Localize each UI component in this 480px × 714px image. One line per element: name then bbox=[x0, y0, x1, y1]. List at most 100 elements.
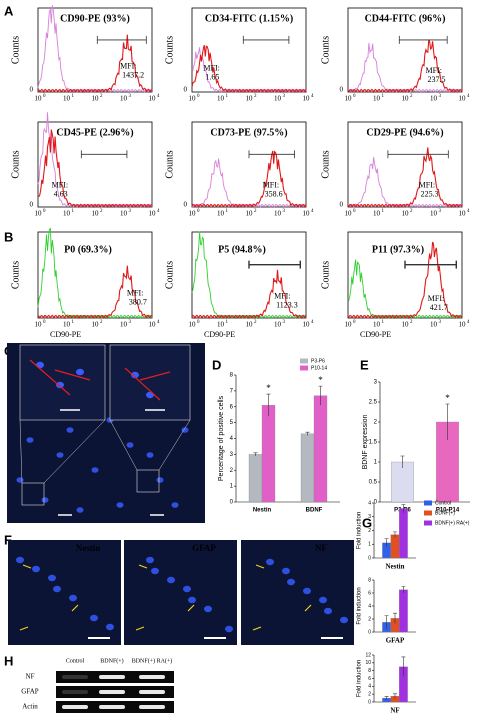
lane-label: BDNF(+) RA(+) bbox=[132, 657, 173, 664]
x-axis-label: GFAP bbox=[386, 637, 405, 645]
x-tick-base: 10 bbox=[149, 95, 157, 103]
x-tick-exponent: 1 bbox=[382, 94, 385, 99]
bar bbox=[248, 454, 263, 503]
nucleus bbox=[106, 623, 114, 631]
nucleus bbox=[66, 427, 74, 433]
zoom-box bbox=[21, 482, 45, 506]
x-axis-label: CD90-PE bbox=[360, 330, 391, 339]
histogram-control bbox=[191, 158, 307, 209]
histogram-sample bbox=[37, 265, 153, 320]
flow-title: P5 (94.8%) bbox=[218, 244, 266, 255]
nucleus bbox=[32, 565, 40, 573]
x-axis-label: NF bbox=[390, 707, 399, 714]
x-tick-base: 10 bbox=[274, 95, 282, 103]
row-label: GFAP bbox=[21, 688, 38, 696]
x-tick-exponent: 4 bbox=[157, 209, 160, 214]
y-axis-label: BDNF expression bbox=[362, 414, 369, 469]
mfi-value: 358.6 bbox=[265, 190, 283, 199]
x-tick-base: 10 bbox=[189, 210, 197, 218]
x-tick-exponent: 2 bbox=[410, 94, 413, 99]
x-tick-exponent: 4 bbox=[157, 94, 160, 99]
band bbox=[99, 675, 125, 679]
x-tick-label: Nestin bbox=[253, 508, 272, 514]
y-tick-label: 10 bbox=[365, 660, 371, 666]
x-tick-base: 10 bbox=[459, 210, 467, 218]
nucleus bbox=[16, 477, 24, 483]
error-bar bbox=[393, 693, 397, 699]
nucleus bbox=[26, 437, 34, 443]
nucleus bbox=[287, 578, 295, 586]
x-tick-base: 10 bbox=[92, 95, 100, 103]
micrograph bbox=[241, 540, 354, 645]
micrograph bbox=[8, 540, 121, 645]
y-tick-label: 8 bbox=[368, 668, 371, 674]
x-tick-exponent: 3 bbox=[283, 94, 286, 99]
y-tick-label: 1 bbox=[374, 460, 378, 466]
x-tick-base: 10 bbox=[345, 210, 353, 218]
y-tick-label: 4 bbox=[368, 684, 371, 690]
x-tick-base: 10 bbox=[274, 321, 282, 329]
x-tick-base: 10 bbox=[189, 321, 197, 329]
mfi-label: MFI: bbox=[428, 294, 444, 303]
y-tick-label: 0 bbox=[374, 500, 378, 506]
nucleus bbox=[16, 556, 24, 564]
histogram-sample bbox=[347, 39, 463, 94]
x-tick-base: 10 bbox=[373, 95, 381, 103]
stain-label: GFAP bbox=[192, 543, 216, 553]
mfi-label: MFI: bbox=[274, 291, 290, 300]
nucleus bbox=[340, 616, 348, 624]
nucleus bbox=[324, 607, 332, 615]
flow-title: CD34-FITC (1.15%) bbox=[205, 13, 293, 24]
histogram-sample bbox=[191, 269, 307, 320]
nucleus bbox=[131, 371, 139, 379]
gate-bracket bbox=[248, 150, 295, 159]
y-tick-label: 1 bbox=[230, 484, 234, 490]
y-tick-label: 6 bbox=[230, 404, 234, 410]
x-tick-base: 10 bbox=[217, 210, 225, 218]
gate-bracket bbox=[398, 35, 448, 44]
histogram-control bbox=[347, 157, 463, 209]
histogram-sample bbox=[191, 45, 307, 94]
cell-process bbox=[29, 359, 171, 401]
y-tick-label: 3 bbox=[230, 452, 234, 458]
x-tick-exponent: 3 bbox=[439, 209, 442, 214]
flow-title: P0 (69.3%) bbox=[64, 244, 112, 255]
y-tick-label: 2 bbox=[368, 691, 371, 697]
y-axis-label: Counts bbox=[164, 36, 175, 64]
x-tick-base: 10 bbox=[274, 210, 282, 218]
arrow bbox=[135, 564, 195, 631]
x-tick-exponent: 4 bbox=[311, 94, 314, 99]
mfi-label: MFI: bbox=[203, 63, 219, 72]
error-bar bbox=[393, 612, 397, 624]
mfi-value: 237.5 bbox=[428, 75, 446, 84]
mfi-value: 421.7 bbox=[430, 303, 448, 312]
panel-label: B bbox=[4, 229, 13, 244]
y-axis-label: Counts bbox=[320, 36, 331, 64]
legend-label: Control bbox=[435, 500, 451, 506]
y-tick-label: 1.5 bbox=[369, 440, 378, 446]
legend-label: P10-14 bbox=[311, 365, 327, 371]
y-tick-label: 5 bbox=[230, 420, 234, 426]
bar bbox=[313, 395, 328, 503]
legend-label: P3-P6 bbox=[311, 358, 325, 364]
band bbox=[99, 705, 125, 709]
band bbox=[139, 675, 165, 679]
inset bbox=[19, 344, 106, 421]
y-tick-label: 0.5 bbox=[369, 480, 378, 486]
legend-label: BDNF(+) bbox=[435, 510, 455, 516]
x-tick-base: 10 bbox=[120, 210, 128, 218]
x-tick-exponent: 1 bbox=[382, 320, 385, 325]
y-tick-label: 0 bbox=[230, 500, 234, 506]
x-tick-exponent: 0 bbox=[353, 320, 356, 325]
x-tick-exponent: 4 bbox=[311, 320, 314, 325]
x-tick-exponent: 4 bbox=[467, 94, 470, 99]
bar bbox=[399, 508, 408, 559]
origin-label: 0 bbox=[184, 201, 188, 209]
lane-label: BDNF(+) bbox=[100, 657, 123, 664]
x-tick-exponent: 4 bbox=[311, 209, 314, 214]
y-tick-label: 4 bbox=[368, 500, 371, 506]
nucleus bbox=[91, 467, 99, 473]
nucleus bbox=[56, 452, 64, 458]
error-bar bbox=[401, 504, 406, 513]
row-label: NF bbox=[26, 673, 35, 681]
